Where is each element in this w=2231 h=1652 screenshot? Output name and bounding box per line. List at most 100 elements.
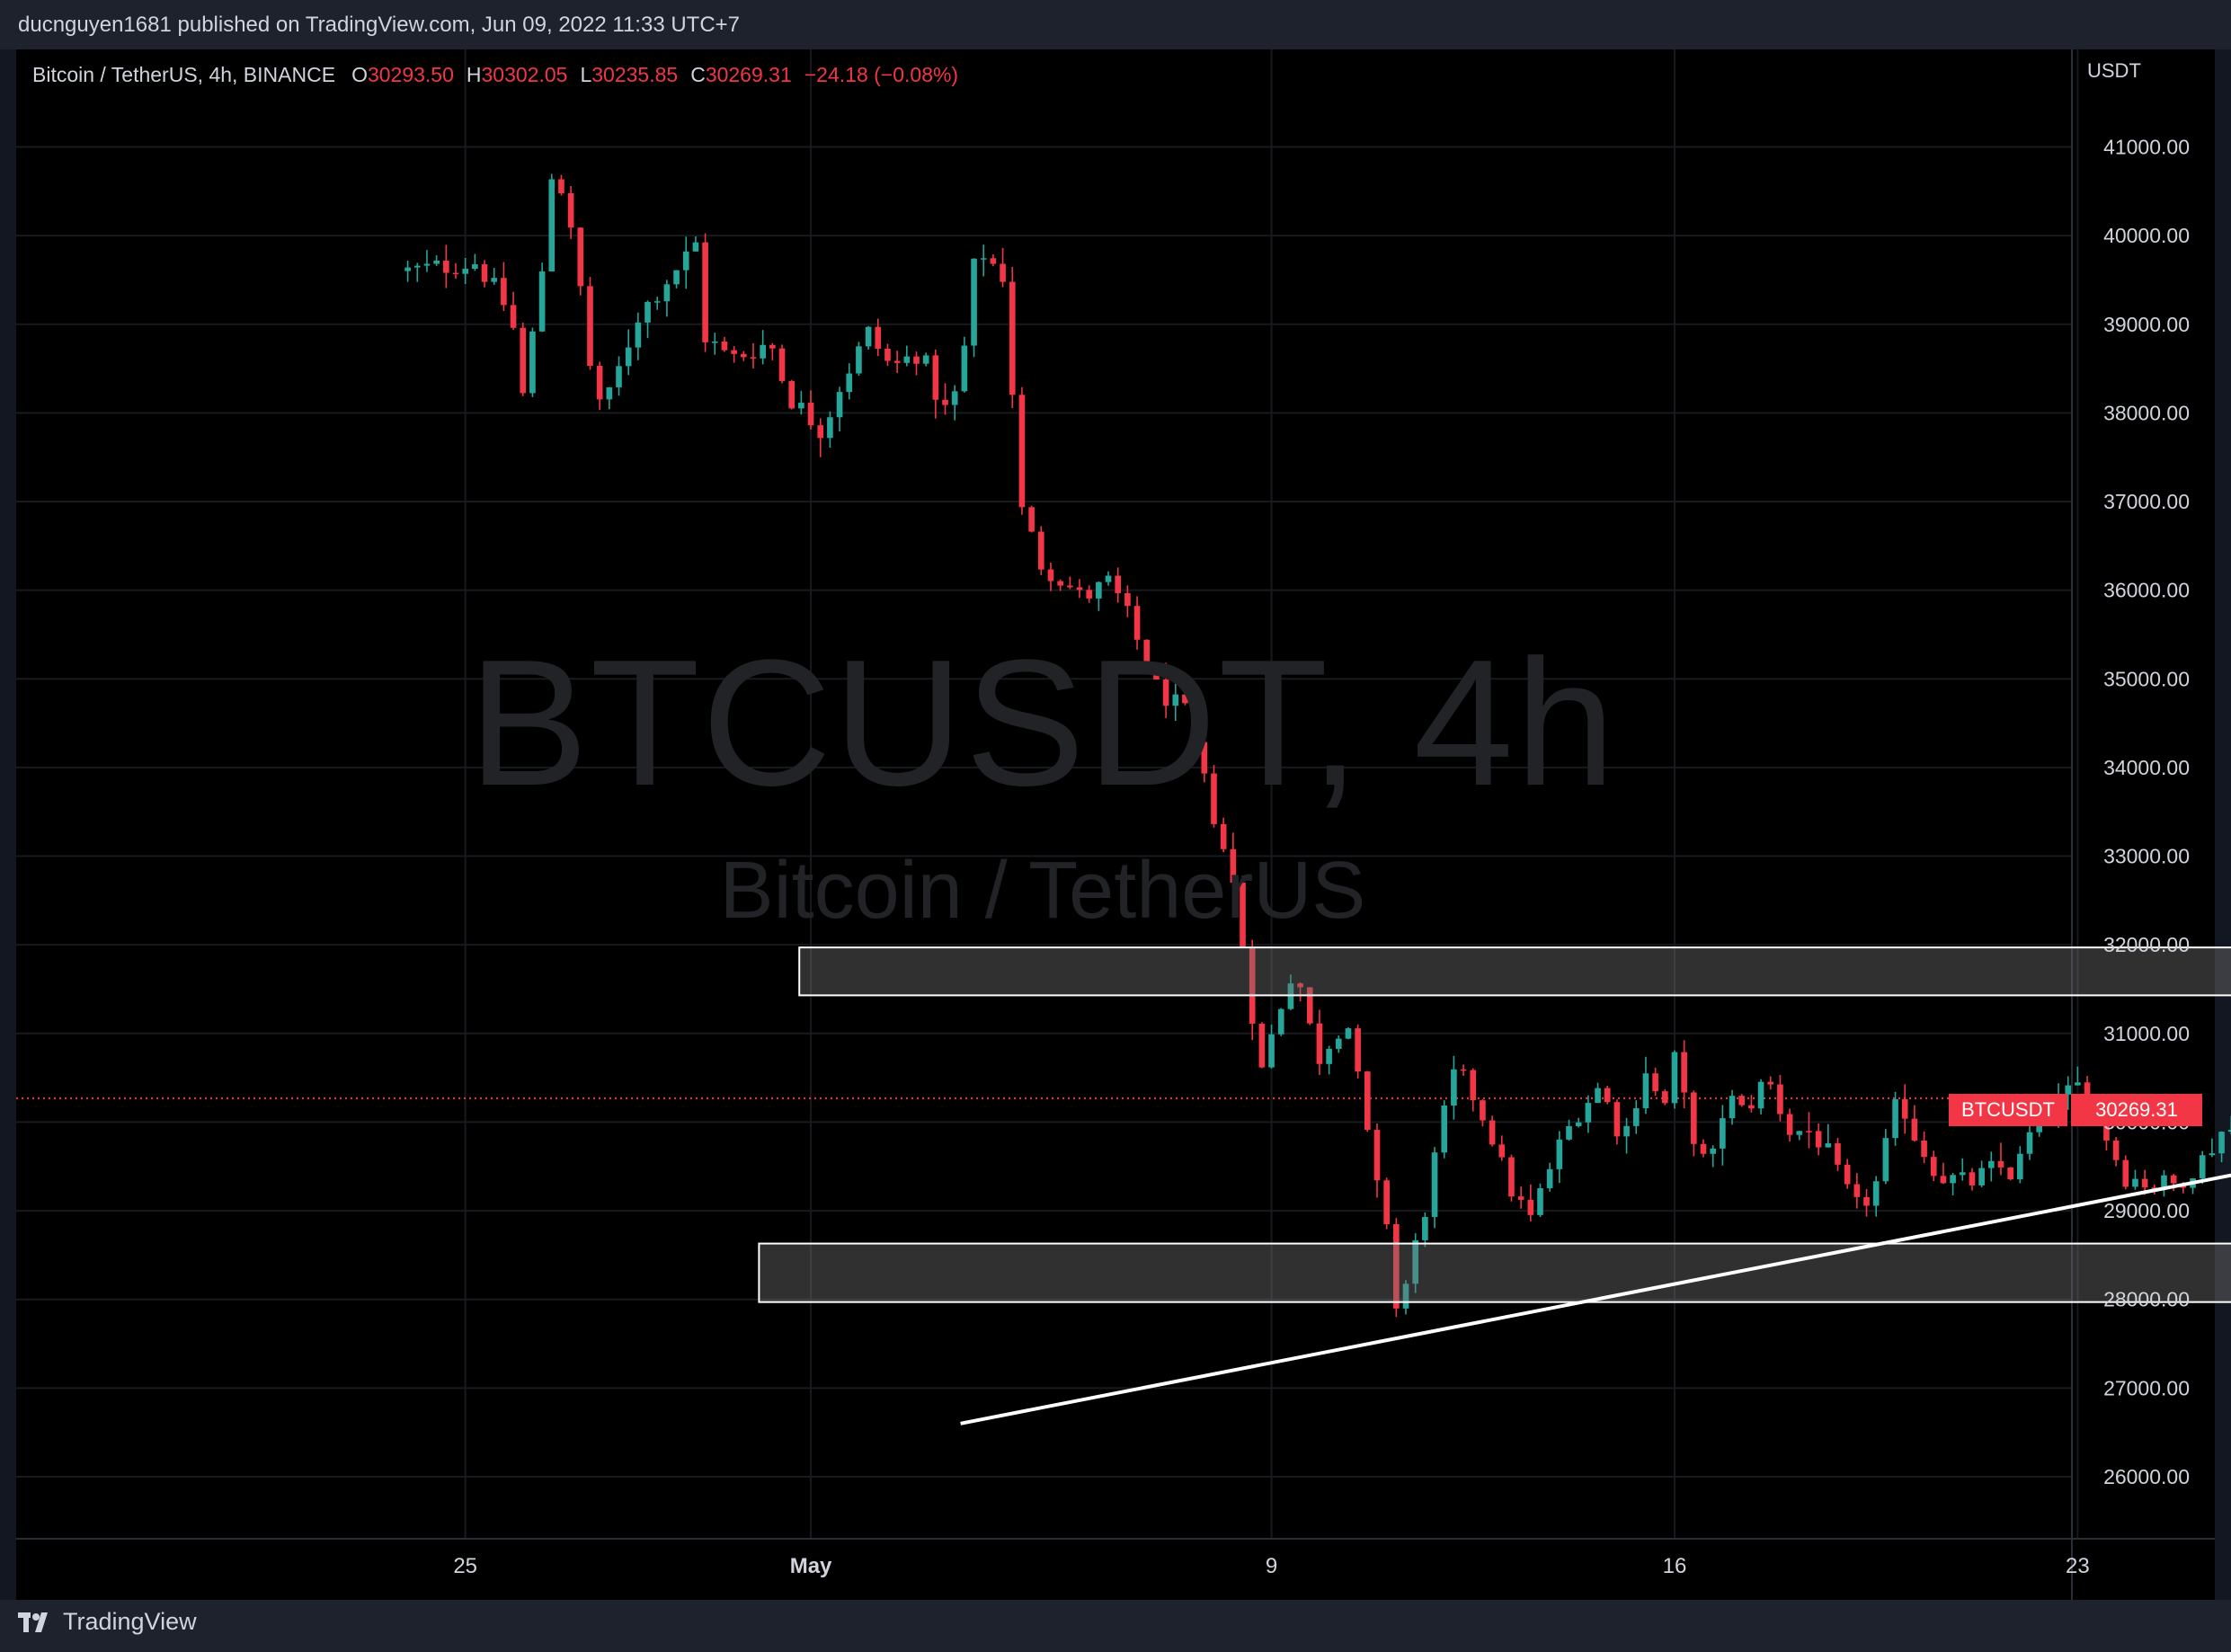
- candle-body: [971, 258, 977, 346]
- candle-body: [1853, 1184, 1861, 1197]
- legend-low-label: L: [580, 63, 592, 86]
- y-tick-label: 34000.00: [2103, 756, 2190, 779]
- candle-body: [1402, 1283, 1409, 1309]
- y-tick-label: 38000.00: [2103, 401, 2190, 424]
- candle-body: [2122, 1159, 2129, 1187]
- candle-body: [731, 350, 737, 354]
- candle-body: [1345, 1028, 1352, 1039]
- candle-body: [1335, 1038, 1342, 1049]
- candle-body: [1240, 883, 1246, 948]
- x-tick-label: May: [790, 1554, 832, 1578]
- watermark-ticker: BTCUSDT, 4h: [468, 623, 1617, 823]
- price-scale-currency[interactable]: USDT: [2087, 59, 2141, 82]
- candle-body: [817, 425, 824, 439]
- candle-body: [1997, 1160, 2004, 1168]
- candle-body: [1950, 1175, 1956, 1184]
- candle-body: [2161, 1175, 2167, 1189]
- tradingview-brand[interactable]: TradingView: [18, 1608, 197, 1636]
- candle-body: [1451, 1069, 1457, 1106]
- candle-body: [1124, 592, 1131, 607]
- candle-body: [1047, 569, 1054, 582]
- candle-body: [827, 417, 833, 439]
- candle-body: [807, 403, 814, 426]
- y-tick-label: 36000.00: [2103, 579, 2190, 602]
- candle-body: [1201, 742, 1208, 774]
- candle-body: [1162, 679, 1169, 706]
- y-tick-label: 29000.00: [2103, 1199, 2190, 1222]
- bottom-bar: [0, 1600, 2231, 1652]
- candle-body: [404, 267, 411, 271]
- annotation-drawings: [758, 946, 2231, 1426]
- candle-body: [1613, 1102, 1621, 1137]
- legend-open-label: O: [351, 63, 368, 86]
- candle-body: [1546, 1168, 1553, 1188]
- candle-body: [1220, 823, 1227, 849]
- tradingview-wordmark: TradingView: [63, 1608, 197, 1635]
- candle-body: [1978, 1168, 1985, 1186]
- legend-close-label: C: [690, 63, 706, 86]
- candle-body: [1815, 1131, 1822, 1148]
- candle-body: [903, 356, 911, 363]
- candle-body: [1297, 983, 1303, 988]
- candle-body: [1844, 1164, 1851, 1185]
- candle-body: [990, 258, 997, 264]
- legend-high-label: H: [466, 63, 482, 86]
- candle-body: [1585, 1103, 1592, 1123]
- candle-body: [1595, 1088, 1601, 1104]
- candle-body: [1393, 1224, 1400, 1309]
- candle-body: [1969, 1172, 1976, 1186]
- candle-body: [1086, 590, 1092, 599]
- candle-body: [1882, 1138, 1889, 1182]
- support-zone: [758, 1242, 2231, 1303]
- candle-body: [682, 251, 689, 271]
- legend-high: 30302.05: [481, 63, 568, 86]
- candle-body: [1863, 1196, 1870, 1206]
- candle-body: [1316, 1023, 1323, 1064]
- candle-body: [760, 344, 766, 359]
- candle-body: [922, 355, 929, 364]
- candle-body: [567, 193, 574, 228]
- y-tick-label: 28000.00: [2103, 1288, 2190, 1311]
- candle-body: [1911, 1118, 1918, 1141]
- legend-close: 30269.31: [705, 63, 792, 86]
- candle-body: [1527, 1199, 1534, 1215]
- candle-body: [1211, 773, 1217, 824]
- candle-body: [1364, 1071, 1371, 1131]
- candle-body: [1096, 582, 1102, 599]
- candle-body: [2132, 1178, 2138, 1187]
- candle-body: [1287, 983, 1294, 1009]
- candle-body: [1000, 263, 1006, 282]
- candle-body: [2007, 1167, 2013, 1180]
- candle-body: [1566, 1125, 1572, 1140]
- candle-body: [1748, 1105, 1755, 1109]
- candle-body: [1009, 281, 1016, 395]
- chart-area[interactable]: [16, 49, 2215, 1600]
- candle-body: [1921, 1140, 1927, 1158]
- candle-body: [1230, 848, 1237, 884]
- resistance-zone: [798, 946, 2231, 997]
- candle-body: [1825, 1143, 1832, 1148]
- candle-body: [1671, 1052, 1678, 1104]
- candle-body: [548, 179, 556, 272]
- publisher-line: ducnguyen1681 published on TradingView.c…: [18, 13, 741, 37]
- grid-lines: [16, 49, 2079, 1539]
- candle-body: [750, 357, 757, 359]
- candle-body: [1940, 1176, 1947, 1184]
- x-tick-label: 9: [1266, 1554, 1277, 1578]
- candle-body: [1489, 1120, 1496, 1145]
- candle-body: [2209, 1153, 2216, 1156]
- candle-body: [1268, 1034, 1275, 1068]
- candle-body: [663, 284, 671, 302]
- candle-body: [1133, 606, 1141, 640]
- candle-body: [1480, 1100, 1486, 1121]
- candle-body: [491, 278, 498, 282]
- candle-series: [404, 173, 2231, 1318]
- candle-body: [423, 263, 431, 266]
- candle-body: [1383, 1180, 1390, 1225]
- candle-body: [2218, 1132, 2225, 1154]
- y-tick-label: 39000.00: [2103, 313, 2190, 336]
- legend-symbol[interactable]: Bitcoin / TetherUS, 4h, BINANCE: [32, 63, 336, 86]
- candle-body: [625, 347, 632, 367]
- candle-body: [692, 242, 699, 252]
